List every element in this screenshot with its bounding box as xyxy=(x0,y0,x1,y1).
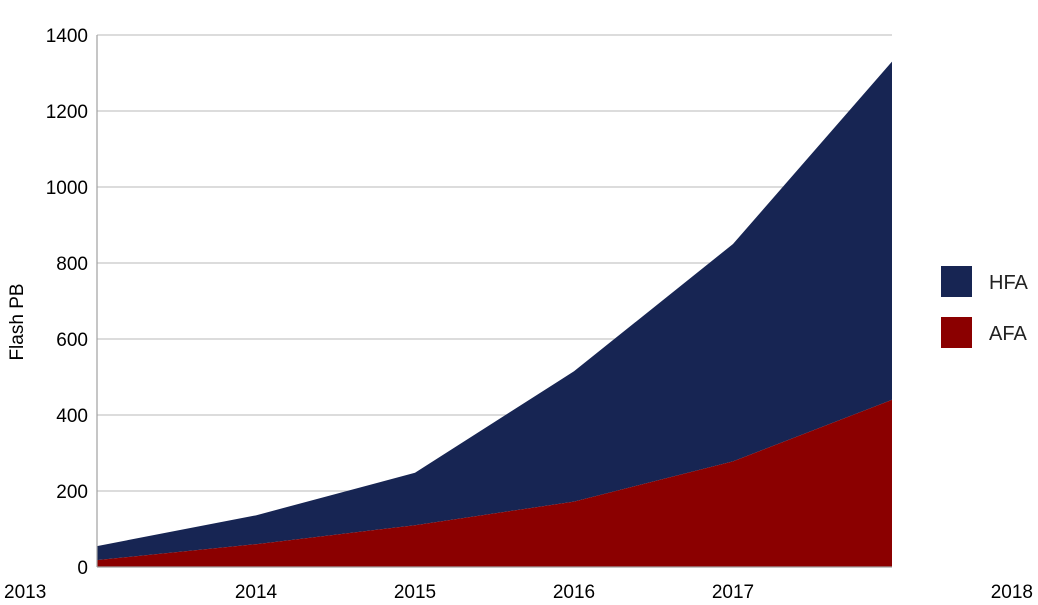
y-tick-label: 1400 xyxy=(46,26,88,47)
x-tick-label: 2015 xyxy=(394,582,436,603)
legend-label-hfa: HFA xyxy=(989,272,1029,294)
y-tick-label: 600 xyxy=(56,330,88,351)
axes xyxy=(96,35,892,568)
x-tick-label: 2016 xyxy=(553,582,595,603)
legend-label-afa: AFA xyxy=(989,323,1027,345)
y-axis-label: Flash PB xyxy=(7,283,28,360)
x-tick-label: 2014 xyxy=(235,582,278,603)
x-tick-labels: 2013 2014 2015 2016 2017 2018 xyxy=(4,582,1033,603)
area-series xyxy=(97,61,892,567)
legend-swatch-afa xyxy=(941,317,972,348)
legend: HFA AFA xyxy=(941,266,1029,348)
y-tick-label: 1200 xyxy=(46,102,88,123)
area-afa xyxy=(97,399,892,567)
y-tick-labels: 0 200 400 600 800 1000 1200 1400 xyxy=(46,26,88,579)
y-tick-label: 400 xyxy=(56,406,88,427)
x-tick-label: 2017 xyxy=(712,582,754,603)
y-tick-label: 200 xyxy=(56,482,88,503)
y-tick-label: 1000 xyxy=(46,178,88,199)
legend-swatch-hfa xyxy=(941,266,972,297)
y-tick-label: 800 xyxy=(56,254,88,275)
area-hfa xyxy=(97,61,892,561)
x-tick-label: 2018 xyxy=(991,582,1033,603)
x-tick-label: 2013 xyxy=(4,582,46,603)
grid-lines xyxy=(97,34,892,492)
y-tick-label: 0 xyxy=(77,558,88,579)
